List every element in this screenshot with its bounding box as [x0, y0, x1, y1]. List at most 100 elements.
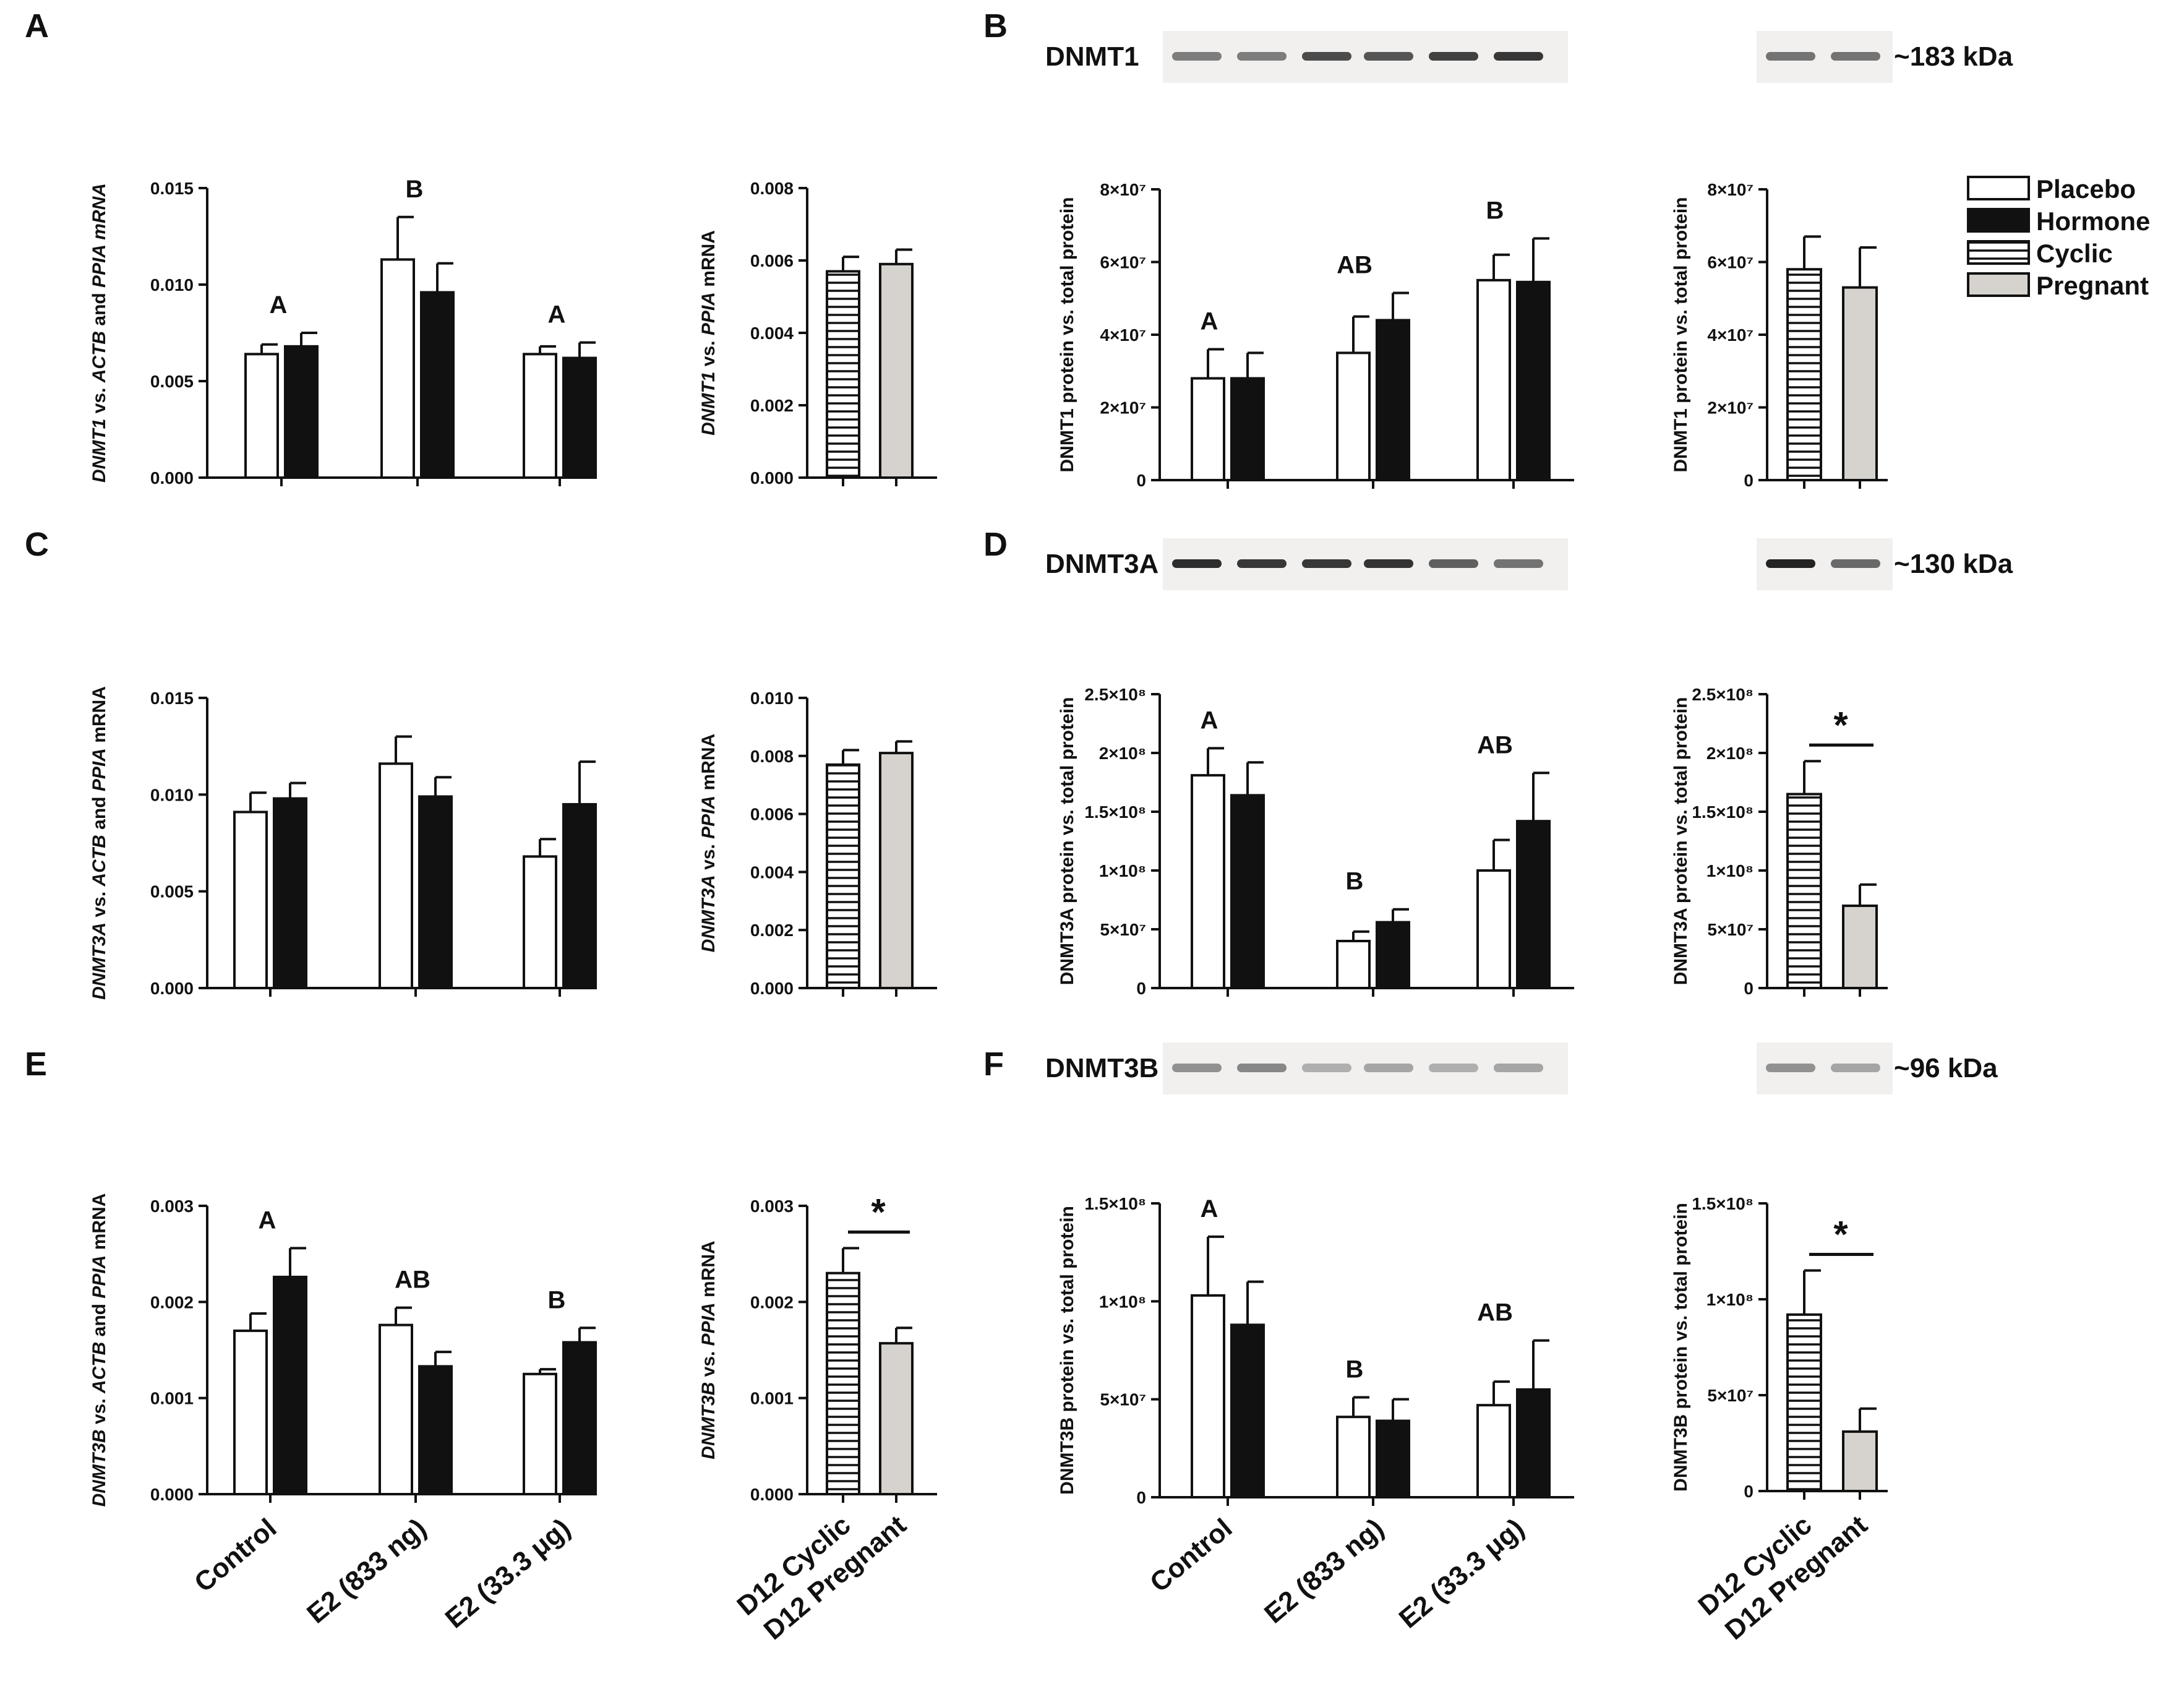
blot-f: DNMT3B ~96 kDa: [1045, 1043, 1998, 1094]
blot-band: [1494, 52, 1543, 61]
y-axis-label: DNMT3A vs. ACTB and PPIA mRNA: [89, 686, 109, 1000]
x-category-label: E2 (833 ng): [1259, 1513, 1389, 1629]
panel-label-c: C: [25, 526, 49, 563]
y-axis-label-part: and: [89, 1299, 109, 1342]
hormone-bar: [1376, 1419, 1410, 1498]
hormone-bar: [273, 797, 307, 989]
y-tick-label: 0.000: [150, 979, 194, 998]
y-axis-label-part: DNMT3B: [698, 1382, 719, 1460]
blot-band: [1494, 559, 1543, 568]
panel-label-b: B: [983, 7, 1008, 45]
y-axis-label-part: PPIA: [89, 1255, 109, 1299]
y-tick-label: 0.003: [150, 1197, 194, 1216]
chart-b-right: 0 2×10⁷ 4×10⁷ 6×10⁷ 8×10⁷ DNMT1 protein vs. t…: [1671, 180, 1888, 490]
y-axis-label-part: and: [89, 791, 109, 835]
placebo-bar: [379, 762, 413, 989]
y-tick-label: 0.005: [150, 372, 194, 391]
y-tick-label: 0.008: [750, 747, 794, 766]
cyclic-bar: [1786, 1313, 1822, 1493]
y-tick-label: 2×10⁸: [1707, 744, 1754, 763]
cyclic-bar: [826, 763, 860, 989]
blot-band: [1364, 1064, 1413, 1072]
panel-label-a: A: [25, 7, 49, 45]
legend-swatch: [1967, 240, 2030, 265]
placebo-bar: [380, 258, 415, 479]
y-tick-label: 0.010: [150, 275, 194, 294]
blot-band: [1494, 1064, 1543, 1072]
chart-c-right: 0.000 0.002 0.004 0.006 0.008 0.010 DNMT3A vs.…: [698, 689, 937, 998]
blot-band: [1364, 559, 1413, 568]
placebo-bar: [1336, 351, 1371, 481]
y-axis-label-part: vs.: [698, 335, 719, 371]
y-tick-label: 0.008: [750, 179, 794, 198]
y-axis-label-part: vs.: [89, 382, 109, 418]
blot-size-label: ~130 kDa: [1894, 549, 2013, 579]
blot-band: [1302, 1064, 1351, 1072]
hormone-bar: [1230, 377, 1265, 481]
western-blots: DNMT1 ~183 kDa DNMT3A ~130 kDa DNMT3B ~96 kDa: [1045, 31, 2013, 1094]
significance-letter: A: [270, 291, 288, 319]
y-tick-label: 0: [1136, 1488, 1146, 1507]
cyclic-bar: [1786, 793, 1822, 989]
y-axis-label-part: DNMT3A protein vs. total protein: [1057, 697, 1077, 986]
y-tick-label: 1.5×10⁸: [1692, 1194, 1754, 1213]
y-tick-label: 1.5×10⁸: [1692, 802, 1754, 822]
y-tick-label: 2.5×10⁸: [1692, 685, 1754, 704]
y-axis-label: DNMT1 protein vs. total protein: [1671, 197, 1691, 472]
legend-item: Cyclic: [1967, 239, 2113, 268]
y-tick-label: 0.001: [150, 1389, 194, 1408]
hormone-bar: [1376, 921, 1410, 989]
y-axis-label-part: mRNA: [89, 686, 109, 748]
pregnant-bar: [879, 262, 914, 479]
y-tick-label: 0.002: [750, 396, 794, 415]
y-axis-label: DNMT3B protein vs. total protein: [1057, 1206, 1077, 1495]
blot-band: [1831, 559, 1880, 568]
legend-item: Hormone: [1967, 207, 2150, 236]
y-axis-label: DNMT3A vs. PPIA mRNA: [698, 734, 719, 952]
y-tick-label: 0.000: [750, 468, 794, 488]
significance-letter: B: [1346, 1356, 1364, 1383]
y-tick-label: 5×10⁷: [1100, 920, 1146, 939]
panel-label-f: F: [983, 1046, 1004, 1083]
y-tick-label: 0: [1744, 471, 1754, 490]
y-tick-label: 0.004: [750, 862, 794, 882]
blot-band: [1831, 52, 1880, 61]
y-tick-label: 0: [1744, 1482, 1754, 1501]
legend-label: Hormone: [2036, 207, 2150, 236]
y-axis-label-part: vs.: [89, 1393, 109, 1429]
significance-letter: B: [1486, 197, 1504, 224]
blot-band: [1429, 1064, 1478, 1072]
y-axis-label-part: DNMT1 protein vs. total protein: [1057, 197, 1077, 472]
hormone-bar: [562, 356, 597, 479]
x-category-label: E2 (33.3 μg): [440, 1513, 576, 1634]
y-tick-label: 1.5×10⁸: [1084, 802, 1146, 822]
blot-protein-label: DNMT3B: [1045, 1053, 1158, 1083]
y-tick-label: 0.000: [150, 1485, 194, 1504]
pregnant-bar: [1842, 1430, 1878, 1492]
blot-size-label: ~183 kDa: [1894, 41, 2013, 72]
y-tick-label: 0.002: [150, 1292, 194, 1312]
y-axis-label-part: vs.: [89, 887, 109, 922]
blot-band: [1302, 559, 1351, 568]
y-tick-label: 6×10⁷: [1707, 253, 1754, 272]
y-axis-label: DNMT3B vs. PPIA mRNA: [698, 1240, 719, 1459]
blot-band: [1237, 559, 1287, 568]
blot-band: [1237, 1064, 1287, 1072]
significance-star: *: [1833, 704, 1848, 746]
placebo-bar: [379, 1323, 413, 1495]
x-category-label: E2 (833 ng): [301, 1513, 432, 1629]
pregnant-bar: [1842, 286, 1878, 481]
placebo-bar: [233, 1329, 268, 1496]
y-axis-label-part: DNMT3B protein vs. total protein: [1671, 1203, 1691, 1492]
y-axis-label-part: mRNA: [698, 230, 719, 292]
significance-letter: AB: [395, 1266, 430, 1294]
blot-band: [1831, 1064, 1880, 1072]
hormone-bar: [562, 802, 597, 989]
placebo-bar: [1476, 278, 1511, 481]
legend: Placebo Hormone Cyclic Pregnant: [1967, 174, 2150, 300]
legend-item: Placebo: [1967, 174, 2136, 204]
hormone-bar: [562, 1341, 597, 1495]
y-axis-label-part: DNMT1 protein vs. total protein: [1671, 197, 1691, 472]
x-category-label: Control: [189, 1513, 282, 1598]
